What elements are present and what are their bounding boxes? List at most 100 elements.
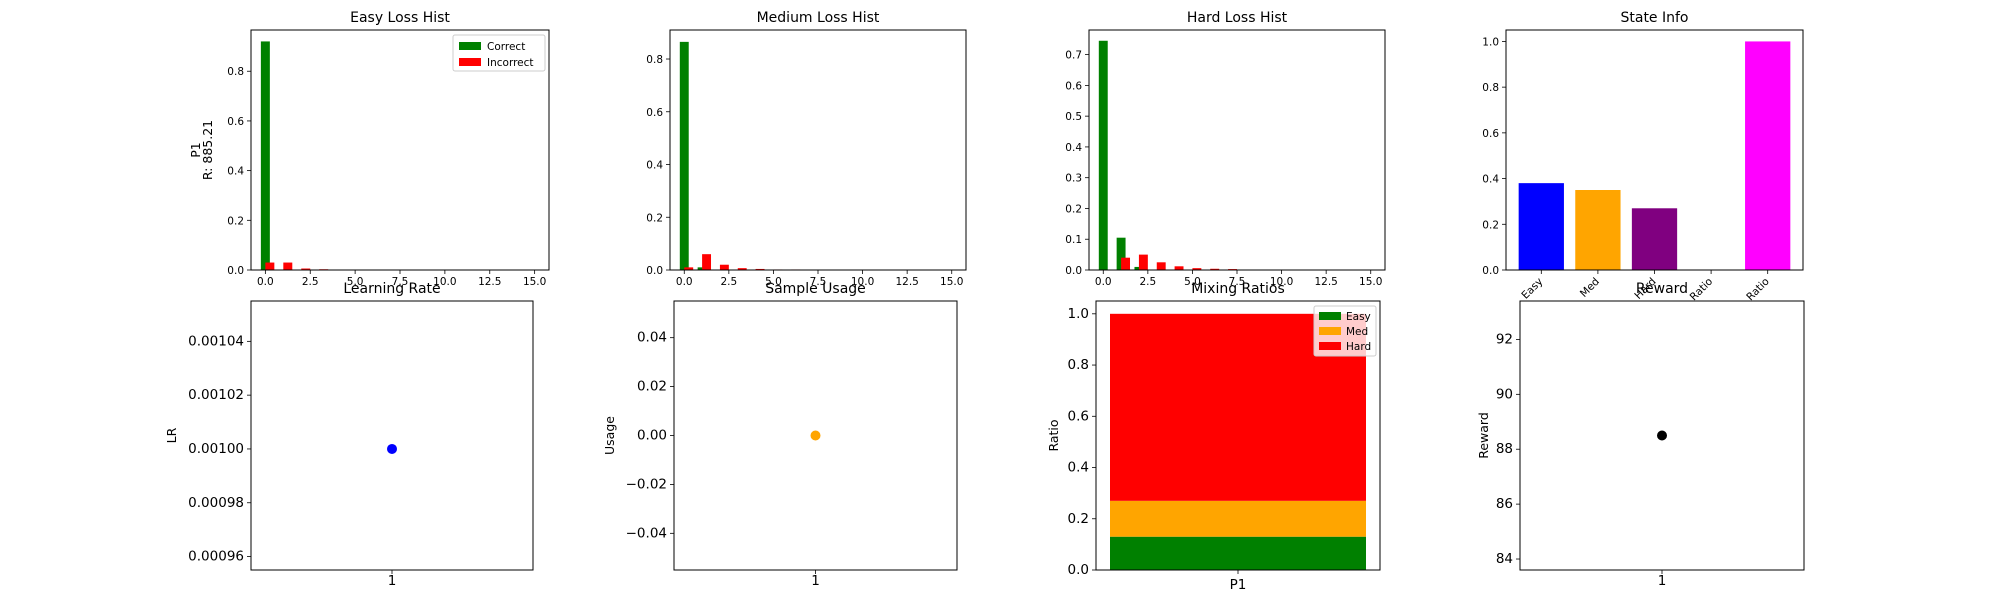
y-tick-label: 0.00100 xyxy=(188,441,244,457)
x-tick-label: 7.5 xyxy=(1229,276,1246,288)
y-tick-label: 0.4 xyxy=(1482,174,1499,186)
legend-label: Easy xyxy=(1346,311,1371,323)
legend: Correct Incorrect xyxy=(452,34,546,72)
x-tick-label: 2.5 xyxy=(1139,276,1156,288)
y-tick-label: 0.0 xyxy=(1065,265,1082,277)
x-tick-label: 10.0 xyxy=(1270,276,1293,288)
bar xyxy=(702,254,712,270)
x-tick-label: 1 xyxy=(811,573,820,589)
x-tick-label: 7.5 xyxy=(810,276,827,288)
subplot-6: −0.04 −0.02 0.00 0.02 0.04 1 Sample Usage Usage xyxy=(602,281,958,589)
x-tick-label: 15.0 xyxy=(1359,276,1382,288)
y-tick-label: 0.4 xyxy=(227,166,244,178)
x-tick-label: 1 xyxy=(1658,573,1667,589)
x-tick-label: 5.0 xyxy=(765,276,782,288)
x-tick-label: 5.0 xyxy=(347,276,364,288)
data-point xyxy=(387,443,397,454)
subplot-title: Easy Loss Hist xyxy=(350,10,450,26)
y-tick-label: 0.4 xyxy=(646,160,663,172)
y-tick-label: 0.00098 xyxy=(188,495,244,511)
stacked-bar-segment xyxy=(1110,500,1366,537)
y-tick-label: 86 xyxy=(1496,496,1513,512)
x-tick-label: 10.0 xyxy=(851,276,874,288)
y-tick-label: 0.0 xyxy=(1482,265,1499,277)
x-tick-label: 15.0 xyxy=(523,276,546,288)
x-tick-label: 2.5 xyxy=(302,276,319,288)
y-tick-label: 1.0 xyxy=(1482,36,1499,48)
axes-frame xyxy=(250,29,550,271)
y-tick-label: 0.2 xyxy=(1482,219,1499,231)
legend-label: Incorrect xyxy=(487,57,534,69)
subplot-title: Medium Loss Hist xyxy=(757,10,880,26)
data-point xyxy=(1657,430,1667,441)
y-tick-label: 0.8 xyxy=(646,54,663,66)
x-tick-label: 12.5 xyxy=(1314,276,1337,288)
y-tick-label: 0.8 xyxy=(1482,82,1499,94)
bar xyxy=(265,262,275,270)
stacked-bar-segment xyxy=(1110,536,1366,570)
x-tick-label: 5.0 xyxy=(1184,276,1201,288)
y-tick-label: 0.00096 xyxy=(188,549,244,565)
x-tick-label: 0.0 xyxy=(676,276,693,288)
y-tick-label: 0.0 xyxy=(646,265,663,277)
y-tick-label: 0.02 xyxy=(637,379,667,395)
legend-swatch xyxy=(1319,327,1341,335)
y-tick-label: 0.8 xyxy=(1068,357,1089,373)
subplot-title: Reward xyxy=(1636,281,1688,297)
legend-swatch xyxy=(459,42,481,50)
y-axis-label: Usage xyxy=(602,416,617,455)
y-tick-label: 0.6 xyxy=(1065,80,1082,92)
legend-label: Correct xyxy=(487,41,525,53)
subplot-title: Hard Loss Hist xyxy=(1187,10,1288,26)
legend-swatch xyxy=(1319,312,1341,320)
axes-frame xyxy=(250,300,534,571)
bar xyxy=(1174,266,1184,270)
y-tick-label: −0.04 xyxy=(626,525,667,541)
axes-frame xyxy=(1505,29,1804,271)
subplot-title: Sample Usage xyxy=(765,281,866,297)
y-tick-label: 0.0 xyxy=(1068,562,1089,578)
axes-frame xyxy=(1519,300,1805,571)
subplot-7: 0.0 0.2 0.4 0.6 0.8 1.0 P1 Easy Med Hard Mixing Ra… xyxy=(1046,281,1381,593)
y-tick-label: 0.2 xyxy=(646,212,663,224)
bar xyxy=(283,262,293,270)
subplot-title: Mixing Ratios xyxy=(1191,281,1285,297)
data-point xyxy=(810,430,821,441)
bar xyxy=(1210,268,1220,270)
bar xyxy=(1192,268,1202,270)
y-tick-label: 0.6 xyxy=(646,107,663,119)
legend-swatch xyxy=(459,58,481,66)
subplot-title: State Info xyxy=(1620,10,1688,26)
y-tick-label: 90 xyxy=(1496,386,1513,402)
y-tick-label: 0.4 xyxy=(1065,142,1082,154)
y-tick-label: 0.6 xyxy=(1068,408,1089,424)
bar xyxy=(1575,190,1621,270)
y-tick-label: 0.04 xyxy=(637,330,667,346)
legend-label: Med xyxy=(1346,326,1368,338)
y-tick-label: 0.2 xyxy=(1065,203,1082,215)
x-tick-label: Ratio xyxy=(1688,276,1716,304)
x-tick-label: 12.5 xyxy=(895,276,918,288)
y-tick-label: 0.5 xyxy=(1065,111,1082,123)
x-tick-label: 10.0 xyxy=(433,276,456,288)
axes-frame xyxy=(1088,29,1386,271)
bar xyxy=(301,268,311,270)
bar xyxy=(1138,254,1148,270)
bar xyxy=(1518,183,1564,270)
x-tick-label: 7.5 xyxy=(392,276,409,288)
y-tick-label: 0.1 xyxy=(1065,234,1082,246)
axes-frame xyxy=(669,29,967,271)
subplot-3: 0.0 0.1 0.2 0.3 0.4 0.5 0.6 0.7 0.0 2.5 5.0 7.5 10.0… xyxy=(1065,10,1386,288)
bar xyxy=(1098,40,1108,271)
axes-frame xyxy=(1095,300,1381,571)
subplot-8: 84 86 88 90 92 1 Reward Reward xyxy=(1476,281,1805,589)
y-tick-label: 0.6 xyxy=(1482,128,1499,140)
x-tick-label: 12.5 xyxy=(478,276,501,288)
y-tick-label: 0.3 xyxy=(1065,173,1082,185)
x-tick-label: 0.0 xyxy=(1095,276,1112,288)
y-tick-label: 1.0 xyxy=(1068,306,1089,322)
x-tick-label: Ratio xyxy=(1744,276,1772,304)
subplot-title: Learning Rate xyxy=(343,281,440,297)
